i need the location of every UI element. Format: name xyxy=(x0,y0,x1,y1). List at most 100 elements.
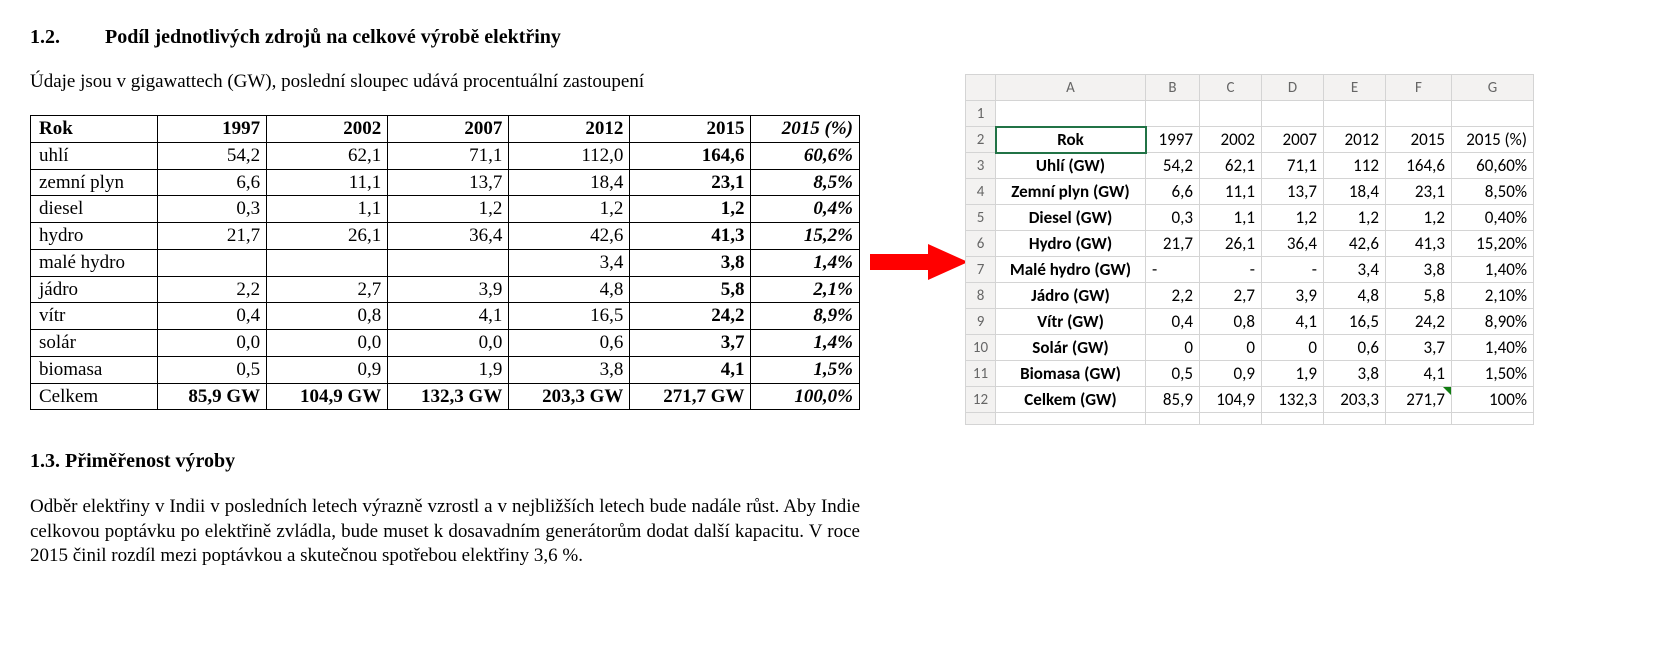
excel-cell[interactable]: 8,50% xyxy=(1452,179,1534,205)
excel-cell[interactable]: 0,9 xyxy=(1200,361,1262,387)
excel-row-header[interactable]: 4 xyxy=(966,179,996,205)
excel-cell[interactable]: 60,60% xyxy=(1452,153,1534,179)
excel-cell[interactable]: 15,20% xyxy=(1452,231,1534,257)
excel-cell[interactable]: 0 xyxy=(1262,335,1324,361)
excel-cell[interactable] xyxy=(1262,413,1324,425)
excel-cell[interactable]: 24,2 xyxy=(1386,309,1452,335)
excel-cell[interactable]: Zemní plyn (GW) xyxy=(996,179,1146,205)
excel-cell[interactable]: Uhlí (GW) xyxy=(996,153,1146,179)
excel-cell[interactable]: 1997 xyxy=(1146,127,1200,153)
excel-row-header[interactable]: 5 xyxy=(966,205,996,231)
excel-cell[interactable]: 0 xyxy=(1200,335,1262,361)
excel-cell[interactable]: 1,40% xyxy=(1452,335,1534,361)
excel-row-header[interactable]: 1 xyxy=(966,101,996,127)
excel-cell[interactable]: 4,8 xyxy=(1324,283,1386,309)
excel-cell[interactable]: 71,1 xyxy=(1262,153,1324,179)
excel-cell[interactable]: Diesel (GW) xyxy=(996,205,1146,231)
excel-cell[interactable]: 8,90% xyxy=(1452,309,1534,335)
excel-cell[interactable]: Biomasa (GW) xyxy=(996,361,1146,387)
excel-cell[interactable]: 1,2 xyxy=(1324,205,1386,231)
excel-cell[interactable]: 36,4 xyxy=(1262,231,1324,257)
excel-cell[interactable] xyxy=(1324,413,1386,425)
excel-cell[interactable]: 2,10% xyxy=(1452,283,1534,309)
excel-col-header[interactable]: B xyxy=(1146,75,1200,101)
excel-cell[interactable] xyxy=(1200,101,1262,127)
excel-cell[interactable]: 18,4 xyxy=(1324,179,1386,205)
excel-cell[interactable]: - xyxy=(1146,257,1200,283)
excel-row-header[interactable]: 3 xyxy=(966,153,996,179)
excel-cell[interactable]: 16,5 xyxy=(1324,309,1386,335)
excel-cell[interactable] xyxy=(996,413,1146,425)
excel-cell[interactable]: 271,7 xyxy=(1386,387,1452,413)
excel-cell[interactable] xyxy=(1146,101,1200,127)
excel-cell[interactable] xyxy=(1452,101,1534,127)
excel-cell[interactable]: 3,7 xyxy=(1386,335,1452,361)
excel-cell[interactable]: 11,1 xyxy=(1200,179,1262,205)
excel-cell[interactable]: 26,1 xyxy=(1200,231,1262,257)
excel-cell[interactable]: Vítr (GW) xyxy=(996,309,1146,335)
excel-cell[interactable]: 164,6 xyxy=(1386,153,1452,179)
excel-cell[interactable]: 1,2 xyxy=(1262,205,1324,231)
excel-cell[interactable]: 85,9 xyxy=(1146,387,1200,413)
excel-cell[interactable]: 0 xyxy=(1146,335,1200,361)
excel-row-header[interactable]: 12 xyxy=(966,387,996,413)
excel-cell[interactable]: 4,1 xyxy=(1386,361,1452,387)
excel-col-header[interactable]: F xyxy=(1386,75,1452,101)
excel-cell[interactable]: 2007 xyxy=(1262,127,1324,153)
excel-cell[interactable]: - xyxy=(1262,257,1324,283)
excel-cell[interactable] xyxy=(996,101,1146,127)
excel-col-header[interactable]: A xyxy=(996,75,1146,101)
excel-cell[interactable]: 62,1 xyxy=(1200,153,1262,179)
excel-cell[interactable]: 2015 xyxy=(1386,127,1452,153)
excel-col-header[interactable]: G xyxy=(1452,75,1534,101)
excel-cell[interactable] xyxy=(1146,413,1200,425)
excel-row-header[interactable]: 8 xyxy=(966,283,996,309)
excel-cell[interactable]: 0,40% xyxy=(1452,205,1534,231)
excel-cell[interactable]: 2,2 xyxy=(1146,283,1200,309)
excel-cell[interactable] xyxy=(1324,101,1386,127)
excel-cell[interactable]: 2015 (%) xyxy=(1452,127,1534,153)
excel-cell[interactable]: 100% xyxy=(1452,387,1534,413)
excel-cell[interactable]: 0,3 xyxy=(1146,205,1200,231)
excel-cell[interactable]: 1,40% xyxy=(1452,257,1534,283)
excel-cell[interactable]: 0,6 xyxy=(1324,335,1386,361)
excel-cell[interactable]: 21,7 xyxy=(1146,231,1200,257)
excel-cell[interactable]: 3,9 xyxy=(1262,283,1324,309)
excel-cell[interactable]: 2002 xyxy=(1200,127,1262,153)
excel-cell[interactable]: 23,1 xyxy=(1386,179,1452,205)
excel-cell[interactable] xyxy=(1200,413,1262,425)
excel-cell[interactable]: 104,9 xyxy=(1200,387,1262,413)
excel-cell[interactable]: Hydro (GW) xyxy=(996,231,1146,257)
excel-row-header[interactable]: 6 xyxy=(966,231,996,257)
excel-row-header[interactable] xyxy=(966,413,996,425)
excel-cell[interactable] xyxy=(1386,101,1452,127)
excel-cell[interactable]: 54,2 xyxy=(1146,153,1200,179)
excel-cell[interactable]: Malé hydro (GW) xyxy=(996,257,1146,283)
excel-cell[interactable]: 1,2 xyxy=(1386,205,1452,231)
excel-cell[interactable]: 3,4 xyxy=(1324,257,1386,283)
excel-cell[interactable]: 6,6 xyxy=(1146,179,1200,205)
excel-corner-cell[interactable] xyxy=(966,75,996,101)
excel-cell[interactable]: Jádro (GW) xyxy=(996,283,1146,309)
excel-cell[interactable] xyxy=(1386,413,1452,425)
excel-cell[interactable]: 0,5 xyxy=(1146,361,1200,387)
excel-cell[interactable]: 3,8 xyxy=(1324,361,1386,387)
excel-cell[interactable]: 0,8 xyxy=(1200,309,1262,335)
excel-cell[interactable] xyxy=(1262,101,1324,127)
excel-row-header[interactable]: 7 xyxy=(966,257,996,283)
excel-cell[interactable]: Rok xyxy=(996,127,1146,153)
excel-cell[interactable]: 1,1 xyxy=(1200,205,1262,231)
excel-cell[interactable]: Celkem (GW) xyxy=(996,387,1146,413)
excel-cell[interactable]: 41,3 xyxy=(1386,231,1452,257)
excel-col-header[interactable]: E xyxy=(1324,75,1386,101)
excel-cell[interactable]: 4,1 xyxy=(1262,309,1324,335)
excel-cell[interactable]: 42,6 xyxy=(1324,231,1386,257)
excel-col-header[interactable]: D xyxy=(1262,75,1324,101)
excel-cell[interactable]: 5,8 xyxy=(1386,283,1452,309)
excel-cell[interactable]: - xyxy=(1200,257,1262,283)
excel-cell[interactable]: 1,50% xyxy=(1452,361,1534,387)
excel-cell[interactable]: 1,9 xyxy=(1262,361,1324,387)
excel-row-header[interactable]: 11 xyxy=(966,361,996,387)
excel-cell[interactable]: 0,4 xyxy=(1146,309,1200,335)
excel-cell[interactable]: 3,8 xyxy=(1386,257,1452,283)
